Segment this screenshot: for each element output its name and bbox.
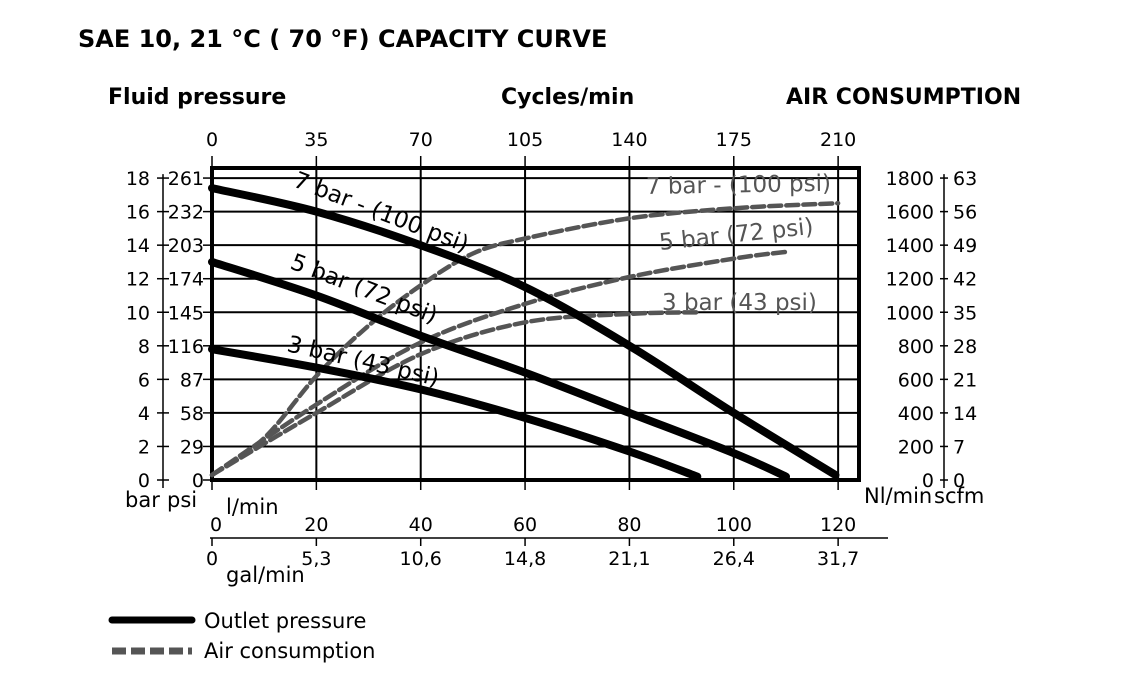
tick-label-cycles: 35 bbox=[304, 129, 328, 151]
tick-label-cycles: 140 bbox=[611, 129, 647, 151]
tick-label-scfm: 0 bbox=[953, 470, 965, 492]
plot-frame bbox=[210, 166, 861, 482]
tick-label-nlmin: 800 bbox=[898, 336, 934, 358]
unit-lmin: l/min bbox=[226, 495, 279, 519]
tick-label-psi: 203 bbox=[168, 235, 204, 257]
tick-label-lmin: 40 bbox=[409, 514, 433, 536]
tick-label-nlmin: 400 bbox=[898, 403, 934, 425]
unit-galmin: gal/min bbox=[226, 563, 305, 587]
tick-label-scfm: 7 bbox=[953, 436, 965, 458]
tick-label-bar: 16 bbox=[126, 202, 150, 224]
tick-label-bar: 8 bbox=[138, 336, 150, 358]
tick-label-bar: 14 bbox=[126, 235, 150, 257]
y-left-axis-title: Fluid pressure bbox=[108, 85, 286, 110]
tick-label-cycles: 175 bbox=[716, 129, 752, 151]
tick-label-bar: 2 bbox=[138, 436, 150, 458]
tick-label-psi: 0 bbox=[192, 470, 204, 492]
tick-label-lmin: 120 bbox=[820, 514, 856, 536]
tick-label-scfm: 56 bbox=[953, 202, 977, 224]
tick-label-scfm: 21 bbox=[953, 369, 977, 391]
air-curve-label-5: 3 bar (43 psi) bbox=[662, 290, 817, 316]
tick-label-bar: 12 bbox=[126, 269, 150, 291]
tick-label-lmin: 80 bbox=[617, 514, 641, 536]
tick-label-nlmin: 1000 bbox=[886, 302, 934, 324]
outlet-pressure-line-2 bbox=[208, 345, 702, 481]
tick-label-nlmin: 0 bbox=[922, 470, 934, 492]
tick-label-bar: 18 bbox=[126, 168, 150, 190]
air-curve-label-4: 5 bar (72 psi) bbox=[658, 214, 815, 256]
tick-label-nlmin: 1600 bbox=[886, 202, 934, 224]
tick-label-galmin: 0 bbox=[206, 548, 218, 570]
tick-label-scfm: 42 bbox=[953, 269, 977, 291]
tick-label-galmin: 5,3 bbox=[301, 548, 331, 570]
tick-label-psi: 29 bbox=[180, 436, 204, 458]
x-top-axis-title: Cycles/min bbox=[501, 85, 634, 110]
unit-scfm: scfm bbox=[934, 484, 984, 508]
unit-nlmin: Nl/min bbox=[864, 484, 932, 508]
tick-label-psi: 261 bbox=[168, 168, 204, 190]
tick-label-galmin: 31,7 bbox=[817, 548, 859, 570]
tick-label-bar: 6 bbox=[138, 369, 150, 391]
y-right-axis-title: AIR CONSUMPTION bbox=[786, 85, 1021, 110]
tick-label-scfm: 14 bbox=[953, 403, 977, 425]
tick-label-cycles: 0 bbox=[206, 129, 218, 151]
tick-label-scfm: 28 bbox=[953, 336, 977, 358]
tick-label-cycles: 105 bbox=[507, 129, 543, 151]
outlet-pressure-line-0 bbox=[208, 184, 840, 479]
tick-label-psi: 58 bbox=[180, 403, 204, 425]
tick-label-lmin: 0 bbox=[210, 514, 222, 536]
tick-label-psi: 232 bbox=[168, 202, 204, 224]
air-consumption-line-5 bbox=[209, 310, 700, 478]
tick-label-cycles: 210 bbox=[820, 129, 856, 151]
tick-label-psi: 174 bbox=[168, 269, 204, 291]
tick-label-psi: 116 bbox=[168, 336, 204, 358]
tick-label-lmin: 60 bbox=[513, 514, 537, 536]
tick-label-galmin: 14,8 bbox=[504, 548, 546, 570]
tick-label-scfm: 49 bbox=[953, 235, 977, 257]
tick-label-galmin: 26,4 bbox=[713, 548, 755, 570]
legend-air-label: Air consumption bbox=[204, 639, 375, 663]
tick-label-bar: 4 bbox=[138, 403, 150, 425]
unit-bar: bar bbox=[125, 488, 160, 512]
unit-psi: psi bbox=[167, 488, 197, 512]
tick-label-scfm: 35 bbox=[953, 302, 977, 324]
tick-label-psi: 145 bbox=[168, 302, 204, 324]
tick-label-bar: 10 bbox=[126, 302, 150, 324]
air-consumption-line-4 bbox=[209, 249, 789, 478]
tick-label-lmin: 100 bbox=[716, 514, 752, 536]
grid-lines bbox=[212, 168, 859, 480]
air-curve-label-3: 7 bar - (100 psi) bbox=[646, 171, 832, 200]
tick-label-nlmin: 600 bbox=[898, 369, 934, 391]
outlet-pressure-line-1 bbox=[208, 257, 790, 481]
tick-label-cycles: 70 bbox=[409, 129, 433, 151]
outlet-pressure-curves bbox=[208, 184, 840, 481]
chart-title: SAE 10, 21 °C ( 70 °F) CAPACITY CURVE bbox=[78, 25, 607, 53]
tick-label-nlmin: 1400 bbox=[886, 235, 934, 257]
legend-outlet-label: Outlet pressure bbox=[204, 609, 366, 633]
tick-label-nlmin: 1200 bbox=[886, 269, 934, 291]
tick-label-nlmin: 200 bbox=[898, 436, 934, 458]
tick-label-galmin: 21,1 bbox=[608, 548, 650, 570]
tick-label-psi: 87 bbox=[180, 369, 204, 391]
tick-label-galmin: 10,6 bbox=[400, 548, 442, 570]
tick-label-lmin: 20 bbox=[304, 514, 328, 536]
tick-label-bar: 0 bbox=[138, 470, 150, 492]
axis-ticks: 00035205,3704010,61056014,81408021,11751… bbox=[126, 129, 977, 570]
tick-label-nlmin: 1800 bbox=[886, 168, 934, 190]
tick-label-scfm: 63 bbox=[953, 168, 977, 190]
